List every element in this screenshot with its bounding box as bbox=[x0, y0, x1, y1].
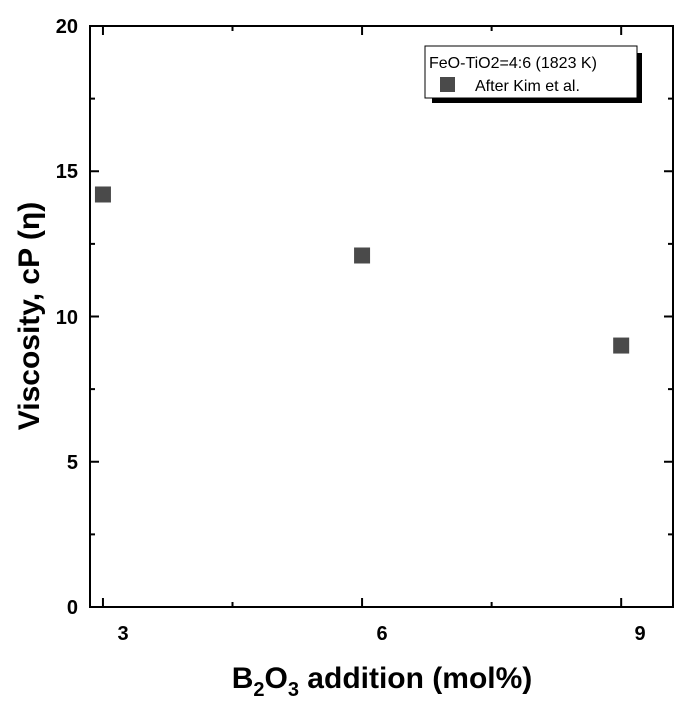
legend-series-label: After Kim et al. bbox=[475, 78, 580, 95]
y-axis-title: Viscosity, cP (η) bbox=[13, 202, 46, 430]
legend: FeO-TiO2=4:6 (1823 K) After Kim et al. bbox=[424, 45, 642, 103]
data-point-1 bbox=[354, 247, 371, 264]
y-tick-label-10: 10 bbox=[56, 307, 78, 329]
x-axis-title-rest: addition (mol%) bbox=[299, 662, 532, 695]
y-tick-label-15: 15 bbox=[56, 161, 78, 183]
legend-box bbox=[424, 45, 638, 99]
y-tick-label-0: 0 bbox=[67, 597, 78, 619]
y-tick-label-5: 5 bbox=[67, 452, 78, 474]
x-axis-title: B2O3 addition (mol%) bbox=[232, 662, 533, 701]
x-axis-title-o: O bbox=[265, 662, 288, 695]
x-tick-label-3: 3 bbox=[117, 623, 128, 645]
y-axis-ticks bbox=[90, 25, 673, 608]
legend-marker bbox=[440, 77, 455, 92]
y-tick-label-20: 20 bbox=[56, 16, 78, 38]
data-point-2 bbox=[613, 337, 630, 354]
x-axis-title-sub2: 3 bbox=[288, 679, 299, 701]
x-axis-title-sub1: 2 bbox=[253, 679, 264, 701]
plot-frame bbox=[89, 25, 674, 608]
x-axis-title-b: B bbox=[232, 662, 254, 695]
x-tick-label-9: 9 bbox=[634, 623, 645, 645]
x-tick-label-6: 6 bbox=[376, 623, 387, 645]
series-after-kim bbox=[94, 186, 630, 354]
data-point-0 bbox=[94, 186, 111, 203]
legend-title: FeO-TiO2=4:6 (1823 K) bbox=[429, 55, 597, 72]
x-axis-ticks bbox=[101, 26, 623, 607]
